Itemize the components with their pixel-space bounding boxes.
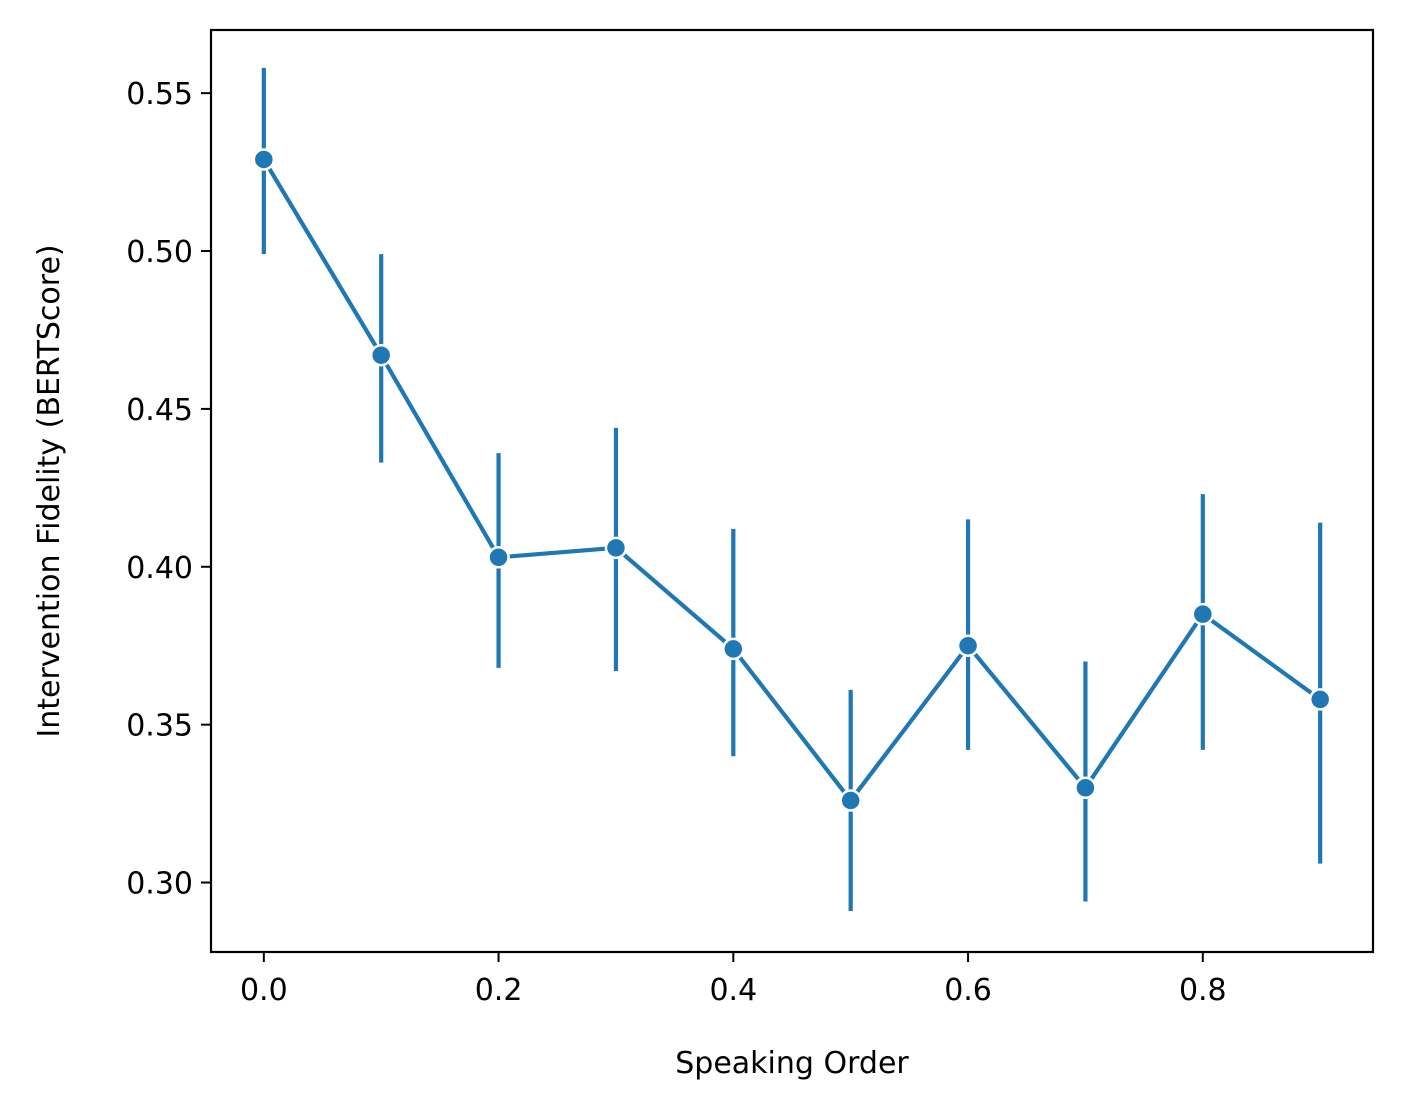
y-tick-label: 0.35	[126, 709, 193, 744]
x-tick-label: 0.2	[475, 973, 523, 1008]
data-point	[722, 637, 745, 661]
x-tick-label: 0.4	[709, 973, 757, 1008]
data-point	[1308, 688, 1332, 711]
y-axis-label: Intervention Fidelity (BERTScore)	[32, 244, 67, 737]
x-tick-label: 0.6	[944, 973, 992, 1008]
y-tick-label: 0.40	[126, 551, 193, 586]
series-line	[262, 158, 1322, 803]
data-point	[1074, 776, 1097, 800]
data-point	[252, 148, 276, 171]
y-tick-label: 0.50	[126, 235, 193, 270]
data-point	[369, 343, 393, 367]
y-tick-label: 0.30	[126, 867, 193, 902]
plot-marks	[252, 67, 1332, 911]
plot-frame	[209, 28, 1375, 954]
data-point	[839, 789, 862, 812]
y-tick-label: 0.45	[126, 393, 193, 428]
data-point	[487, 546, 510, 569]
x-tick-label: 0.0	[240, 973, 288, 1008]
data-point	[1191, 602, 1215, 626]
data-point	[604, 536, 628, 560]
y-tick-label: 0.55	[126, 77, 193, 112]
x-tick-label: 0.8	[1179, 973, 1227, 1008]
x-axis-label: Speaking Order	[675, 1046, 909, 1081]
y-axis: 0.30 0.35 0.40 0.45 0.50 0.55	[126, 77, 211, 902]
x-axis: 0.0 0.2 0.4 0.6 0.8	[240, 952, 1227, 1008]
data-point	[956, 634, 980, 657]
